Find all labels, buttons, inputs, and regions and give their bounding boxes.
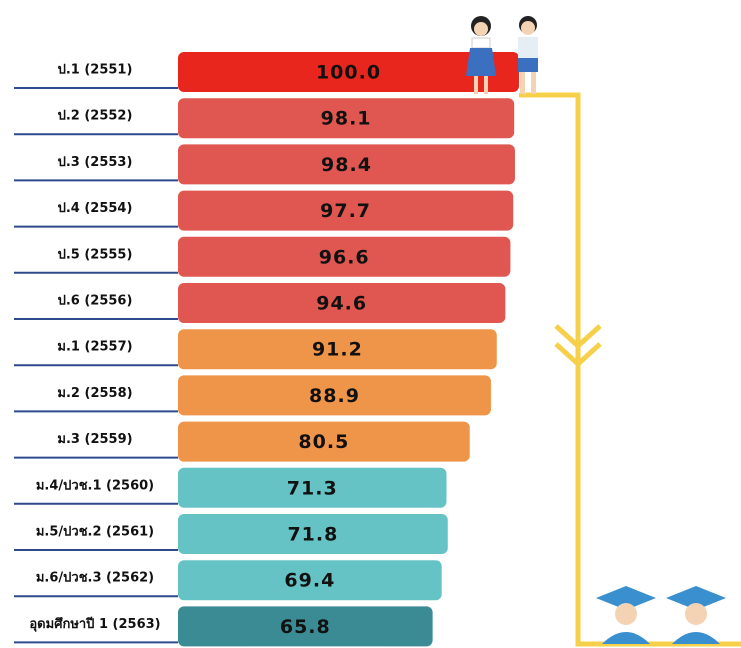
category-label: ม.4/ปวช.1 (2560) <box>36 478 154 493</box>
value-label: 98.4 <box>321 154 372 176</box>
value-label: 96.6 <box>319 246 370 268</box>
students-icon <box>466 16 538 94</box>
bar <box>178 329 497 370</box>
bar <box>178 375 491 416</box>
category-label: ม.3 (2559) <box>57 432 132 447</box>
bar <box>178 606 433 647</box>
bar <box>178 190 514 231</box>
category-label: ม.2 (2558) <box>57 386 132 401</box>
bar <box>178 236 511 277</box>
value-label: 91.2 <box>312 339 363 361</box>
value-label: 80.5 <box>298 431 349 453</box>
value-label: 69.4 <box>284 570 335 592</box>
bar <box>178 98 515 139</box>
value-label: 94.6 <box>316 293 367 315</box>
category-label: อุดมศึกษาปี 1 (2563) <box>29 616 160 632</box>
category-label: ป.6 (2556) <box>58 294 133 309</box>
category-label: ป.4 (2554) <box>58 201 133 216</box>
value-label: 98.1 <box>321 108 372 130</box>
category-label: ป.3 (2553) <box>58 155 133 170</box>
value-label: 71.3 <box>287 477 338 499</box>
bar <box>178 467 447 508</box>
bar <box>178 421 470 462</box>
value-label: 88.9 <box>309 385 360 407</box>
category-label: ม.5/ปวช.2 (2561) <box>36 525 154 540</box>
path-decoration <box>519 92 741 647</box>
value-label: 65.8 <box>280 616 331 638</box>
category-label: ป.2 (2552) <box>58 109 133 124</box>
bar <box>178 52 519 92</box>
category-label: ป.1 (2551) <box>58 63 133 78</box>
bar <box>178 560 442 601</box>
category-label: ม.1 (2557) <box>57 340 132 355</box>
graduates-icon <box>596 586 726 644</box>
bar <box>178 283 506 323</box>
value-label: 71.8 <box>287 524 338 546</box>
category-label: ป.5 (2555) <box>58 247 133 262</box>
value-label: 97.7 <box>320 200 371 222</box>
value-label: 100.0 <box>316 62 381 84</box>
category-label: ม.6/ปวช.3 (2562) <box>36 571 154 586</box>
bar <box>178 144 515 185</box>
bar <box>178 514 448 554</box>
